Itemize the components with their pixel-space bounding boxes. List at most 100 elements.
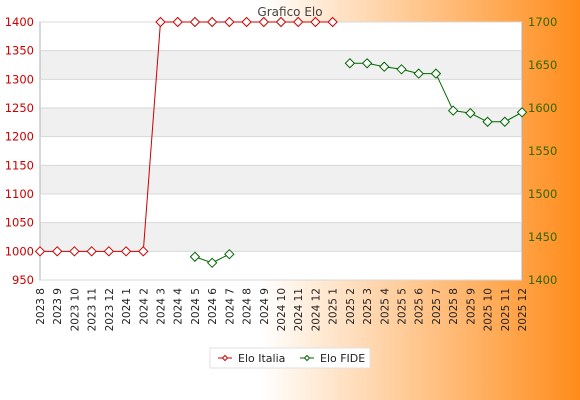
x-tick-label: 2024 1	[121, 288, 133, 325]
right-tick-label: 1650	[528, 58, 557, 72]
left-tick-label: 1000	[5, 244, 34, 258]
x-tick-label: 2025 9	[465, 288, 477, 325]
series-layer	[34, 16, 528, 269]
data-point	[120, 246, 132, 257]
plot-band	[40, 136, 522, 166]
data-point	[86, 246, 97, 257]
data-point	[189, 16, 201, 28]
series-elo-italia	[34, 16, 338, 257]
data-point	[258, 16, 269, 28]
x-tick-label: 2025 2	[345, 288, 357, 325]
data-point	[224, 16, 235, 28]
x-tick-label: 2025 1	[328, 288, 340, 325]
x-tick-label: 2024 3	[156, 288, 168, 325]
x-tick-label: 2023 11	[87, 288, 99, 331]
x-tick-label: 2025 4	[379, 288, 391, 325]
x-tick-label: 2024 9	[259, 288, 271, 325]
x-tick-label: 2024 5	[190, 288, 202, 325]
x-tick-label: 2023 8	[35, 288, 47, 325]
right-tick-label: 1550	[528, 144, 557, 158]
plot-band	[40, 251, 522, 280]
right-axis: 1400 1450 1500 1550 1600 1650 1700	[528, 15, 557, 287]
data-point	[293, 16, 304, 28]
data-point	[224, 248, 235, 260]
x-tick-label: 2024 4	[173, 288, 185, 325]
data-point	[396, 64, 407, 75]
data-point	[447, 105, 459, 116]
left-tick-label: 1300	[5, 72, 34, 86]
data-point	[310, 16, 321, 28]
left-tick-label: 1150	[5, 158, 34, 172]
chart-title: Grafico Elo	[257, 5, 322, 19]
x-tick-label: 2025 11	[500, 288, 512, 331]
plot-band	[40, 222, 522, 252]
x-tick-label: 2023 10	[69, 288, 81, 331]
data-point	[430, 68, 442, 79]
left-tick-label: 1050	[5, 216, 34, 230]
data-point	[361, 58, 373, 69]
left-tick-label: 1350	[5, 44, 34, 58]
data-point	[138, 246, 149, 257]
plot-band	[40, 50, 522, 80]
plot-band	[40, 79, 522, 108]
data-point	[34, 246, 46, 257]
data-point	[516, 107, 528, 118]
data-point	[189, 251, 201, 262]
data-point	[379, 61, 390, 72]
data-point	[499, 116, 510, 127]
right-tick-label: 1400	[528, 273, 557, 287]
x-tick-label: 2025 7	[431, 288, 443, 325]
data-point	[241, 16, 252, 28]
x-tick-label: 2024 11	[293, 288, 305, 331]
data-point	[172, 16, 183, 28]
x-tick-label: 2023 12	[104, 288, 116, 331]
legend-label: Elo Italia	[238, 352, 285, 365]
data-point	[344, 58, 356, 69]
data-point	[103, 246, 115, 257]
left-tick-label: 950	[12, 273, 34, 287]
x-tick-label: 2025 6	[414, 288, 426, 325]
right-tick-label: 1500	[528, 187, 557, 201]
left-tick-label: 1100	[5, 187, 34, 201]
right-tick-label: 1700	[528, 15, 557, 29]
plot-band	[40, 165, 522, 194]
x-tick-label: 2024 6	[207, 288, 219, 325]
plot-band	[40, 108, 522, 137]
legend-marker	[221, 354, 229, 362]
left-tick-label: 1200	[5, 130, 34, 144]
x-tick-label: 2025 8	[448, 288, 460, 325]
data-point	[206, 257, 218, 269]
x-tick-label: 2024 8	[242, 288, 254, 325]
left-tick-label: 1400	[5, 15, 34, 29]
data-point	[465, 107, 476, 119]
x-tick-label: 2025 10	[483, 288, 495, 331]
legend-marker	[303, 354, 311, 362]
plot-bands	[40, 22, 522, 280]
data-point	[52, 246, 63, 257]
x-tick-label: 2025 3	[362, 288, 374, 325]
data-point	[206, 16, 218, 28]
right-tick-label: 1450	[528, 230, 557, 244]
data-point	[155, 16, 166, 28]
left-tick-label: 1250	[5, 101, 34, 115]
x-tick-label: 2024 10	[276, 288, 288, 331]
data-point	[482, 116, 493, 127]
legend-box	[209, 347, 371, 369]
x-tick-label: 2023 9	[52, 288, 64, 325]
x-tick-label: 2024 7	[224, 288, 236, 325]
plot-band	[40, 194, 522, 223]
x-tick-label: 2024 12	[310, 288, 322, 331]
x-tick-label: 2025 5	[397, 288, 409, 325]
data-point	[327, 16, 338, 28]
x-tick-label: 2025 12	[517, 288, 529, 331]
data-point	[275, 16, 287, 28]
x-tick-label: 2024 2	[138, 288, 150, 325]
data-point	[413, 68, 424, 79]
left-axis: 950 1000 1050 1100 1150 1200 1250 1300 1350 1400	[5, 15, 34, 287]
data-point	[69, 246, 80, 257]
right-tick-label: 1600	[528, 101, 557, 115]
legend: Elo Italia Elo FIDE	[209, 347, 371, 369]
